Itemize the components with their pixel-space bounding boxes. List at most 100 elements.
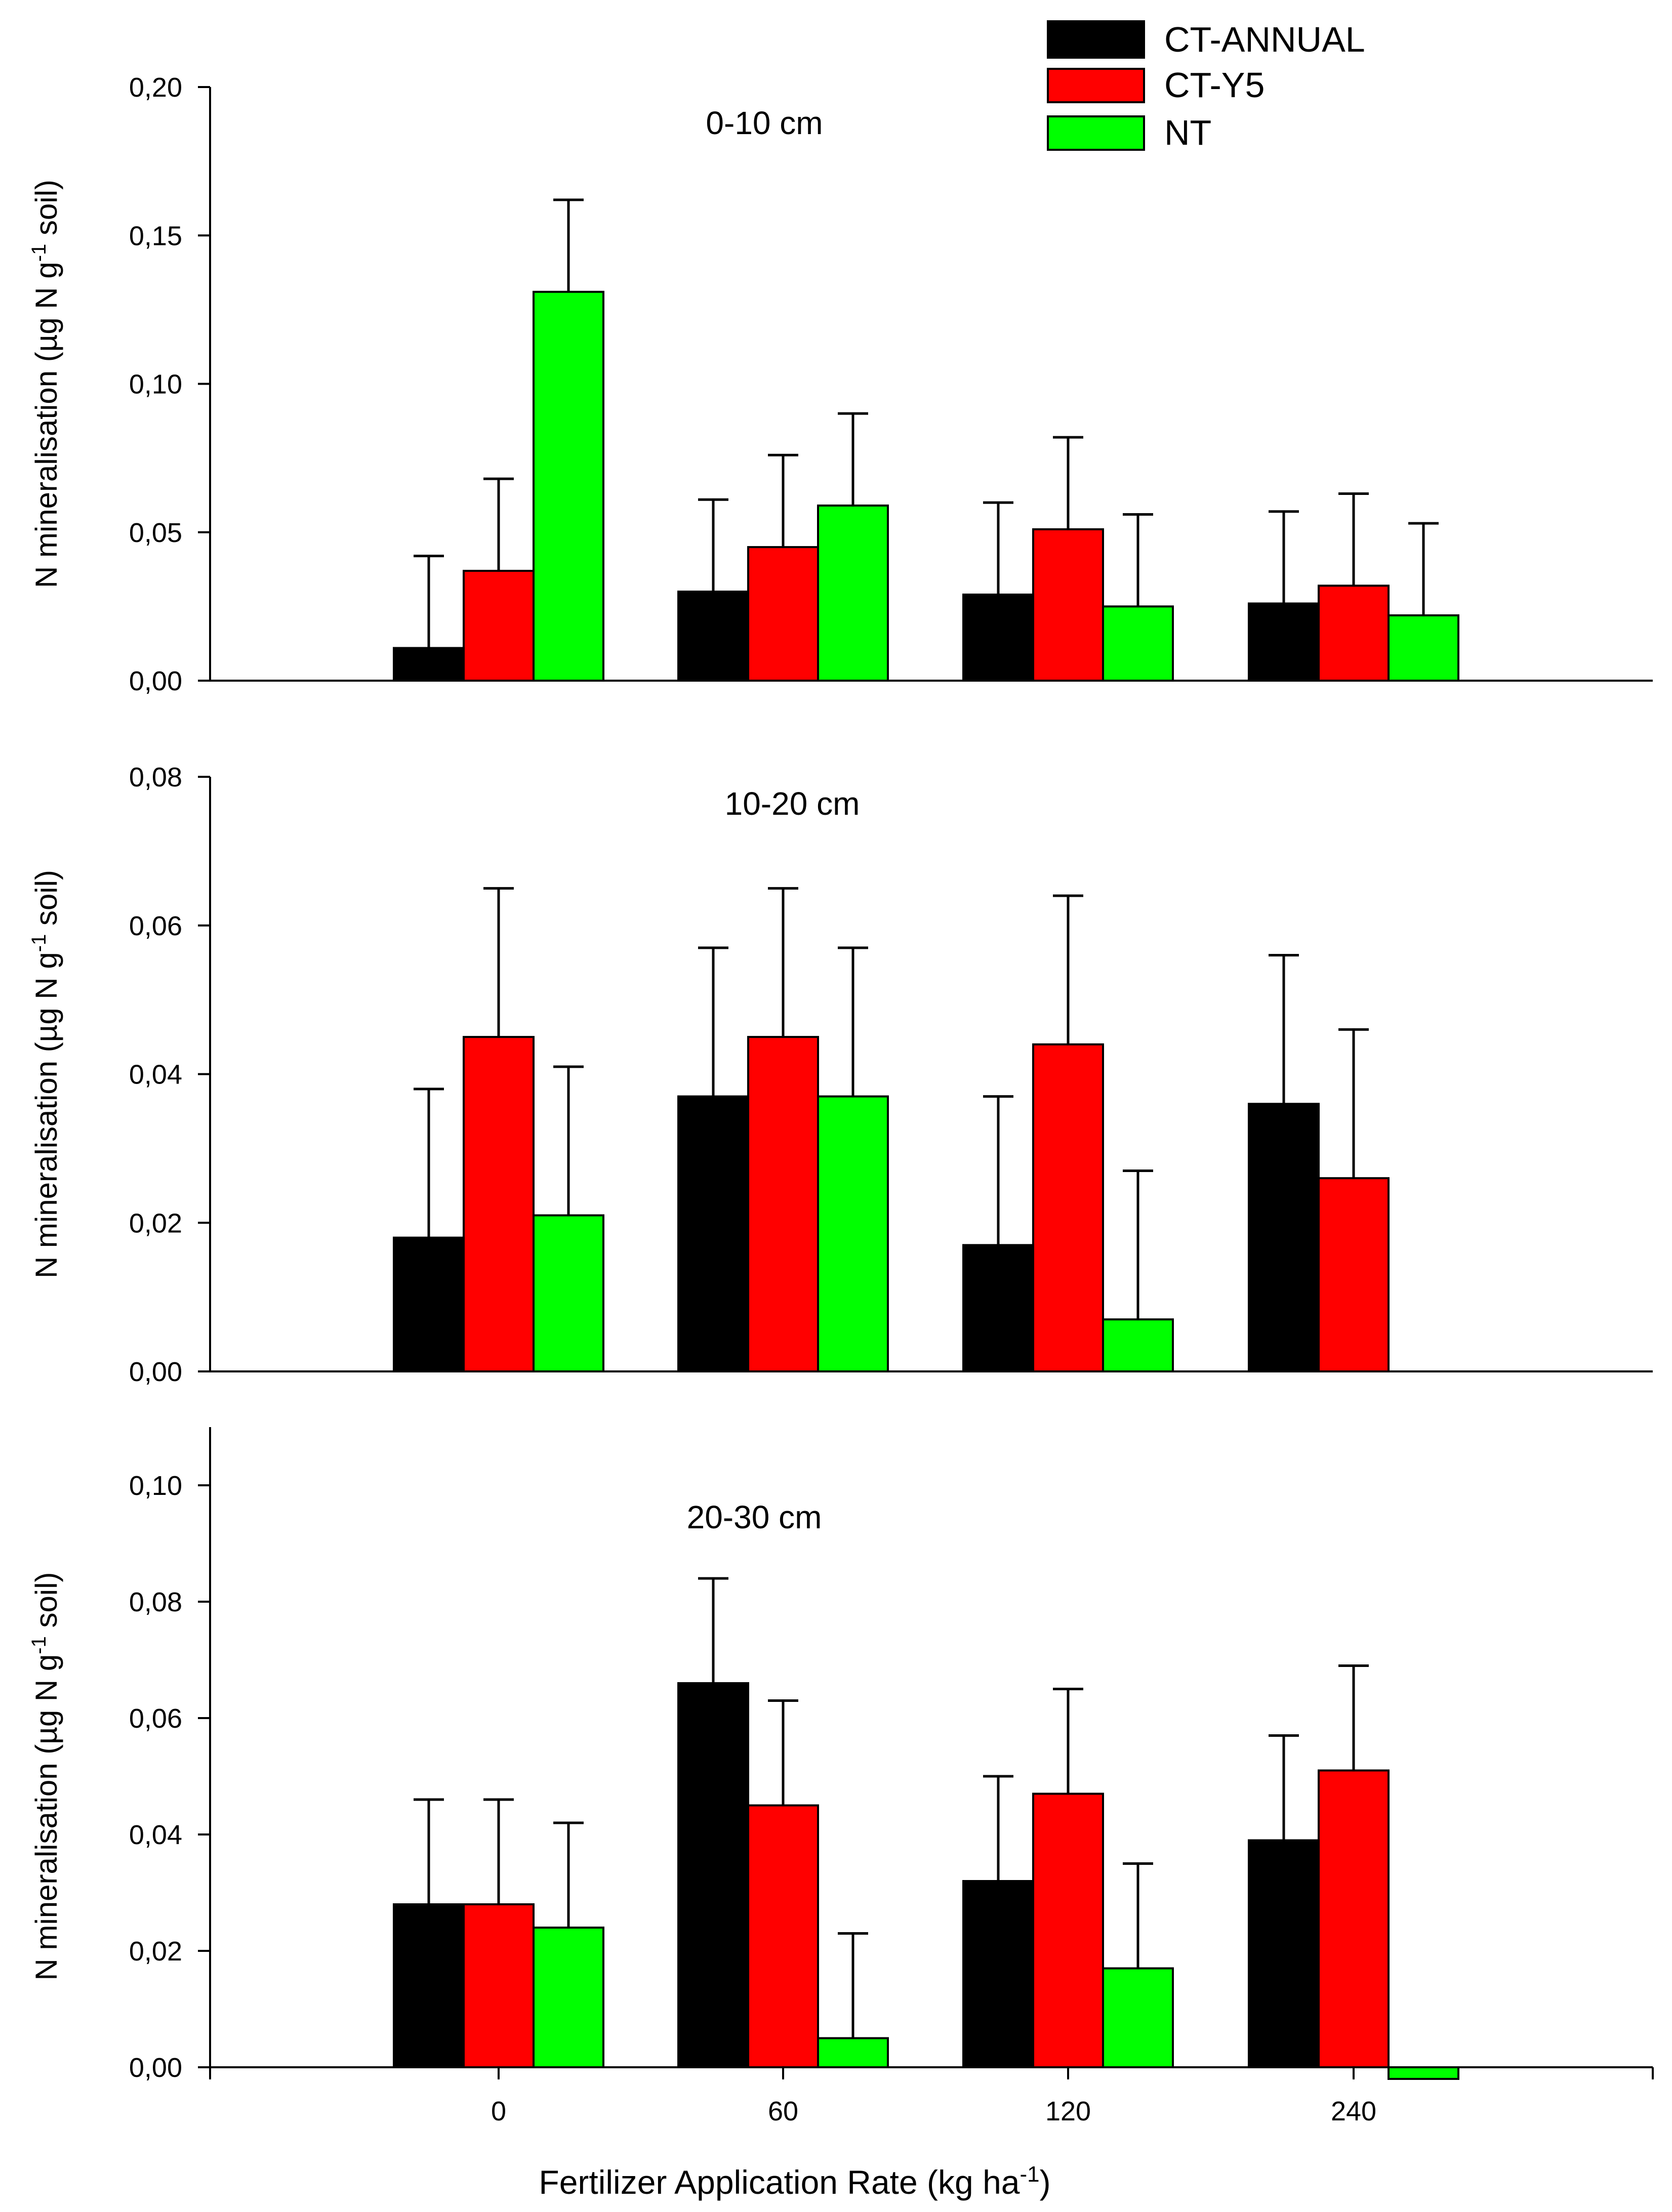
- error-bar-ct-y5: [1053, 896, 1083, 1045]
- x-axis-label-sup: -1: [1020, 2162, 1040, 2187]
- bar-nt: [1103, 606, 1173, 681]
- bar-ct-annual: [1249, 1104, 1319, 1371]
- x-axis-label: Fertilizer Application Rate (kg ha-1): [539, 2162, 1050, 2201]
- error-bar-ct-annual: [414, 1800, 444, 1904]
- error-bar-ct-annual: [1269, 512, 1299, 604]
- bar-ct-y5: [1033, 1794, 1103, 2068]
- error-bar-ct-annual: [414, 556, 444, 648]
- bar-ct-annual: [963, 595, 1033, 681]
- bar-ct-y5: [1033, 529, 1103, 681]
- error-bar-nt: [1123, 1171, 1153, 1319]
- y-axis-label: N mineralisation (µg N g-1 soil): [28, 1572, 63, 1980]
- bar-ct-y5: [464, 571, 534, 681]
- panels: 0,00 0,05 0,10 0,15 0,20 N mineralisation (µg…: [28, 72, 1653, 2126]
- bar-ct-annual: [394, 1238, 464, 1371]
- y-tick-label: 0,10: [129, 1471, 182, 1501]
- bar-nt: [818, 2038, 888, 2068]
- bar-ct-annual: [1249, 604, 1319, 681]
- y-axis-label-text: N mineralisation (µg N g: [29, 952, 63, 1278]
- y-tick-label: 0,15: [129, 221, 182, 251]
- panel-3: 0,00 0,02 0,04 0,06 0,08 0,10 N mineralisation…: [28, 1427, 1653, 2126]
- panel-title: 20-30 cm: [687, 1499, 822, 1535]
- legend-label-ct-y5: CT-Y5: [1164, 65, 1265, 105]
- y-tick-label: 0,06: [129, 1703, 182, 1734]
- error-bar-ct-y5: [1338, 1029, 1369, 1178]
- error-bar-nt: [553, 200, 584, 292]
- error-bar-ct-y5: [483, 479, 514, 571]
- error-bar-ct-y5: [1053, 1689, 1083, 1794]
- error-bar-nt: [838, 413, 868, 506]
- error-bar-ct-y5: [483, 1800, 514, 1904]
- error-bar-ct-y5: [1053, 437, 1083, 529]
- y-tick-label: 0,02: [129, 1936, 182, 1967]
- bar-ct-annual: [963, 1245, 1033, 1371]
- bar-nt: [1103, 1319, 1173, 1371]
- error-bar-ct-annual: [983, 1776, 1013, 1881]
- y-tick-label: 0,00: [129, 2053, 182, 2083]
- error-bar-ct-annual: [983, 1097, 1013, 1245]
- y-axis-label-end: soil): [29, 180, 63, 244]
- panel-2: 0,00 0,02 0,04 0,06 0,08 N mineralisation (µg…: [28, 762, 1653, 1387]
- y-tick-label: 0,00: [129, 1357, 182, 1387]
- y-axis-label-sup: -1: [28, 934, 50, 952]
- error-bar-ct-y5: [483, 888, 514, 1037]
- bar-ct-annual: [394, 648, 464, 681]
- error-bar-nt: [1123, 1864, 1153, 1969]
- bar-ct-annual: [1249, 1841, 1319, 2068]
- y-axis-label-end: soil): [29, 870, 63, 934]
- y-axis-label-sup: -1: [28, 1636, 50, 1654]
- x-tick-label: 60: [768, 2096, 798, 2126]
- bar-ct-annual: [678, 1097, 748, 1371]
- bar-ct-y5: [1319, 1178, 1389, 1371]
- bar-nt: [534, 1216, 603, 1371]
- x-tick-label: 240: [1331, 2096, 1376, 2126]
- bar-nt: [1103, 1969, 1173, 2068]
- error-bar-ct-y5: [1338, 1666, 1369, 1771]
- error-bar-nt: [553, 1067, 584, 1216]
- bar-ct-y5: [464, 1904, 534, 2067]
- error-bar-ct-y5: [768, 888, 798, 1037]
- bar-ct-y5: [748, 1037, 818, 1371]
- bar-nt: [534, 292, 603, 681]
- error-bar-ct-annual: [698, 1578, 728, 1683]
- bar-ct-annual: [678, 1683, 748, 2067]
- y-tick-label: 0,04: [129, 1820, 182, 1850]
- bar-ct-y5: [464, 1037, 534, 1371]
- y-tick-label: 0,05: [129, 518, 182, 548]
- error-bar-nt: [1408, 523, 1439, 615]
- error-bar-ct-y5: [768, 1701, 798, 1806]
- figure: 0,00 0,05 0,10 0,15 0,20 N mineralisation (µg…: [0, 0, 1672, 2212]
- y-axis-label: N mineralisation (µg N g-1 soil): [28, 180, 63, 588]
- legend-swatch-ct-annual: [1048, 21, 1144, 58]
- bar-nt: [1389, 615, 1458, 681]
- error-bar-ct-y5: [768, 455, 798, 547]
- bar-nt: [818, 506, 888, 681]
- x-tick-label: 120: [1045, 2096, 1091, 2126]
- error-bar-nt: [838, 948, 868, 1097]
- x-axis-label-end: ): [1040, 2163, 1051, 2201]
- bar-ct-y5: [1319, 1771, 1389, 2068]
- error-bar-nt: [553, 1823, 584, 1928]
- bar-nt: [1389, 2067, 1458, 2079]
- y-tick-label: 0,20: [129, 72, 182, 103]
- y-axis-label: N mineralisation (µg N g-1 soil): [28, 870, 63, 1278]
- x-tick-label: 0: [491, 2096, 506, 2126]
- bar-nt: [818, 1097, 888, 1371]
- x-axis-label-text: Fertilizer Application Rate (kg ha: [539, 2163, 1019, 2201]
- y-tick-label: 0,04: [129, 1060, 182, 1090]
- error-bar-nt: [838, 1934, 868, 2038]
- y-axis-label-text: N mineralisation (µg N g: [29, 1654, 63, 1981]
- y-axis-label-text: N mineralisation (µg N g: [29, 262, 63, 588]
- panel-1: 0,00 0,05 0,10 0,15 0,20 N mineralisation (µg…: [28, 72, 1653, 696]
- y-tick-label: 0,10: [129, 369, 182, 400]
- bar-ct-y5: [748, 1806, 818, 2068]
- bar-ct-y5: [1319, 586, 1389, 681]
- legend-label-ct-annual: CT-ANNUAL: [1164, 20, 1365, 59]
- y-axis-label-sup: -1: [28, 244, 50, 262]
- panel-title: 0-10 cm: [706, 105, 823, 141]
- bar-ct-annual: [963, 1881, 1033, 2067]
- y-tick-label: 0,08: [129, 1587, 182, 1617]
- bar-ct-annual: [394, 1904, 464, 2067]
- error-bar-ct-annual: [414, 1089, 444, 1238]
- y-axis-label-end: soil): [29, 1572, 63, 1636]
